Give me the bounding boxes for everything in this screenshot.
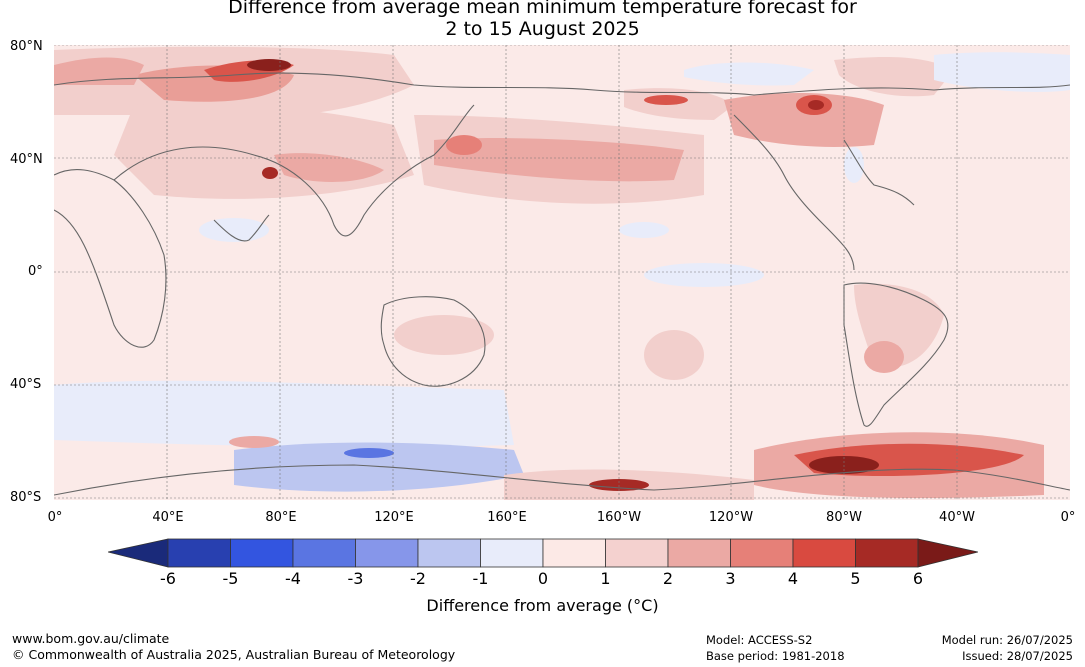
forecast-map [54, 45, 1070, 500]
lon-label-80w: 80°W [826, 510, 862, 525]
title-line-2: 2 to 15 August 2025 [445, 18, 640, 40]
anomaly-core-tibet [262, 167, 278, 179]
footer-model: Model: ACCESS-S2 [706, 633, 813, 647]
colorbar-cell [230, 538, 294, 568]
lat-label-40s: 40°S [10, 377, 42, 392]
colorbar-tick-label: -5 [222, 569, 239, 588]
anomaly-region-north-pacific-warm [434, 138, 684, 182]
anomaly-region-pacific-cool [619, 222, 669, 238]
colorbar-cell [730, 538, 794, 568]
colorbar-tick-label: 6 [912, 569, 924, 588]
graticule [54, 45, 1070, 500]
lat-label-80s: 80°S [10, 490, 42, 505]
colorbar-tick-label: -6 [160, 569, 176, 588]
anomaly-region-eastern-pacific-cool [644, 263, 764, 287]
coast-arctic [54, 72, 1070, 96]
lon-label-40w: 40°W [939, 510, 975, 525]
colorbar-tick-label: 2 [662, 569, 674, 588]
colorbar-label: Difference from average (°C) [426, 596, 659, 615]
lon-label-160e: 160°E [487, 510, 527, 525]
lon-label-160w: 160°W [596, 510, 642, 525]
colorbar-extend-low [108, 538, 169, 568]
coastlines [54, 72, 1070, 496]
colorbar [108, 538, 978, 568]
anomaly-region-arctic-cool-east [934, 52, 1070, 92]
colorbar-cell [355, 538, 419, 568]
footer-issued: Issued: 28/07/2025 [962, 649, 1073, 663]
colorbar-tick-label: 3 [725, 569, 736, 588]
footer-copyright: © Commonwealth of Australia 2025, Austra… [12, 647, 456, 662]
anomaly-region-us-east-cool [844, 147, 864, 183]
lon-label-120w: 120°W [708, 510, 754, 525]
footer-url[interactable]: www.bom.gov.au/climate [12, 631, 170, 646]
colorbar-tick-label: 4 [787, 569, 799, 588]
colorbar-tick-label: 5 [850, 569, 861, 588]
lon-label-80e: 80°E [265, 510, 297, 525]
coast-antarctica [54, 464, 1070, 496]
colorbar-cell [167, 538, 231, 568]
lat-label-equator: 0° [28, 264, 43, 279]
lon-label-120e: 120°E [374, 510, 414, 525]
anomaly-region-south-america-warm [864, 341, 904, 373]
anomaly-core-antarctic-cool [344, 448, 394, 458]
colorbar-cell [792, 538, 856, 568]
anomaly-region-arctic-cool [684, 62, 814, 86]
coast-australia [380, 296, 486, 387]
anomaly-region-southern-ocean-cool [54, 380, 514, 448]
colorbar-tick-label: 0 [537, 569, 549, 588]
anomaly-region-australia [394, 315, 494, 355]
lon-label-0-left: 0° [47, 510, 63, 525]
coast-north-america-west [733, 114, 855, 271]
colorbar-cell [292, 538, 356, 568]
anomaly-region-alaska [624, 88, 734, 120]
colorbar-cell [667, 538, 731, 568]
coast-north-america-east [843, 139, 915, 206]
coast-eurasia-south [113, 104, 475, 237]
map-title: Difference from average mean minimum tem… [0, 0, 1085, 40]
coast-south-america [843, 282, 949, 427]
anomaly-core-siberia [247, 59, 291, 71]
lat-label-40n: 40°N [10, 152, 43, 167]
colorbar-cells [108, 538, 978, 568]
colorbar-tick-label: -2 [410, 569, 426, 588]
anomaly-region-greenland [834, 57, 954, 97]
lon-label-40e: 40°E [152, 510, 184, 525]
lat-label-80n: 80°N [10, 39, 43, 54]
footer-base-period: Base period: 1981-2018 [706, 649, 845, 663]
lon-label-0-right: 0° [1060, 510, 1076, 525]
colorbar-cell [605, 538, 669, 568]
colorbar-tick-label: -4 [285, 569, 301, 588]
colorbar-tick-label: -3 [347, 569, 364, 588]
title-line-1: Difference from average mean minimum tem… [228, 0, 857, 18]
colorbar-tick-label: 1 [600, 569, 611, 588]
anomaly-region-india-cool [199, 218, 269, 242]
coast-india [213, 214, 270, 242]
anomaly-region-mongolia [274, 153, 384, 182]
anomaly-region-japan [446, 135, 482, 155]
anomaly-region-scandinavia [54, 57, 144, 85]
colorbar-extend-high [917, 538, 978, 568]
footer-model-run: Model run: 26/07/2025 [941, 633, 1073, 647]
anomaly-region-south-pacific [644, 330, 704, 380]
colorbar-cell [417, 538, 481, 568]
colorbar-cell [542, 538, 606, 568]
anomaly-region-southern-indian-warm [229, 436, 279, 448]
anomaly-core-alaska [644, 95, 688, 105]
colorbar-cell [480, 538, 544, 568]
colorbar-cell [855, 538, 919, 568]
colorbar-tick-label: -1 [472, 569, 489, 588]
anomaly-peak-hudson-bay [808, 100, 824, 110]
